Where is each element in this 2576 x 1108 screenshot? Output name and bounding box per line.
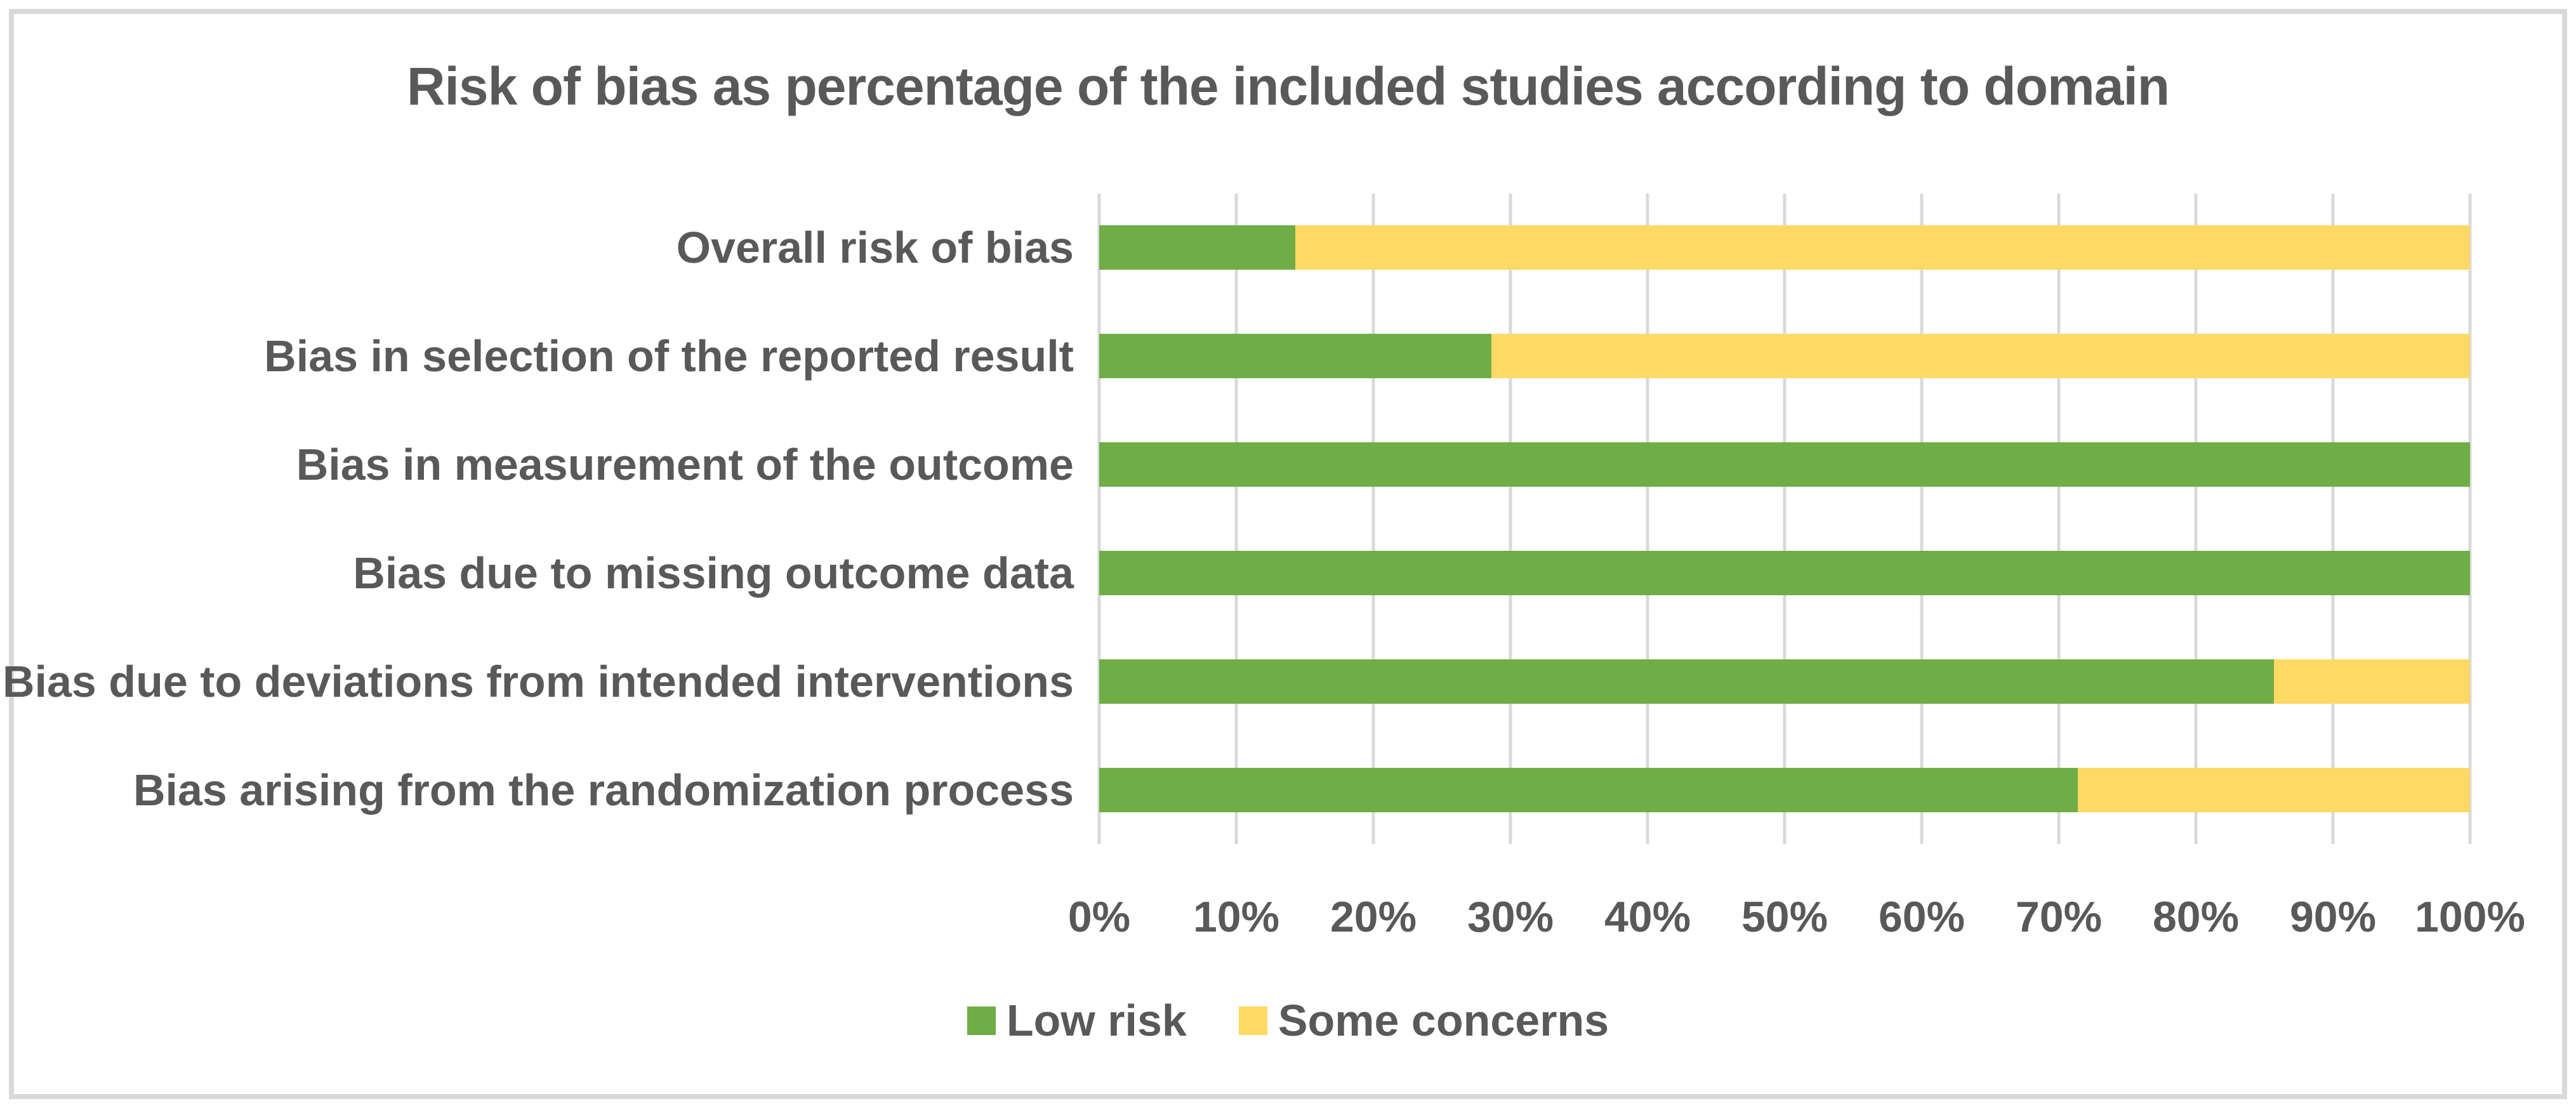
x-tick-label: 50% <box>1741 893 1828 941</box>
gridline <box>1097 194 1101 844</box>
gridline <box>1920 194 1924 844</box>
gridline <box>2468 194 2472 844</box>
bar-segment-some-concerns <box>1295 225 2470 270</box>
gridline <box>1371 194 1375 844</box>
legend-swatch-some-concerns <box>1238 1006 1267 1035</box>
bar-segment-low-risk <box>1099 550 2470 595</box>
plot-area <box>1097 194 2472 844</box>
legend-label-some-concerns: Some concerns <box>1278 996 1609 1045</box>
bar-row <box>1099 194 2470 302</box>
bar-row <box>1099 302 2470 411</box>
category-label: Overall risk of bias <box>676 223 1074 273</box>
x-tick-label: 10% <box>1192 893 1280 941</box>
bar-segment-low-risk <box>1099 767 2078 812</box>
gridline <box>1509 194 1512 844</box>
stacked-bar <box>1099 334 2470 379</box>
x-tick-label: 80% <box>2152 893 2240 941</box>
bar-segment-some-concerns <box>2274 659 2470 704</box>
bar-segment-some-concerns <box>1491 334 2470 379</box>
bar-row <box>1099 735 2470 844</box>
bar-segment-low-risk <box>1099 442 2470 487</box>
category-label: Bias in selection of the reported result <box>264 331 1074 381</box>
stacked-bar <box>1099 659 2470 704</box>
gridline <box>1783 194 1787 844</box>
category-label: Bias arising from the randomization proc… <box>133 765 1074 815</box>
legend-label-low-risk: Low risk <box>1006 996 1187 1045</box>
stacked-bar <box>1099 442 2470 487</box>
bar-segment-low-risk <box>1099 334 1491 379</box>
legend-swatch-low-risk <box>967 1006 996 1035</box>
legend: Low risk Some concerns <box>0 995 2576 1046</box>
stacked-bar <box>1099 225 2470 270</box>
gridline <box>1646 194 1649 844</box>
x-tick-label: 30% <box>1467 893 1554 941</box>
x-tick-label: 60% <box>1878 893 1965 941</box>
gridline <box>2331 194 2335 844</box>
category-label: Bias due to deviations from intended int… <box>3 656 1074 706</box>
category-label: Bias in measurement of the outcome <box>296 440 1074 490</box>
legend-item-some-concerns: Some concerns <box>1238 995 1609 1046</box>
bar-row <box>1099 627 2470 735</box>
x-tick-label: 100% <box>2415 893 2525 941</box>
x-tick-label: 20% <box>1330 893 1417 941</box>
stacked-bar <box>1099 767 2470 812</box>
bar-segment-some-concerns <box>2078 767 2470 812</box>
bar-segment-low-risk <box>1099 659 2275 704</box>
bar-row <box>1099 411 2470 519</box>
bar-row <box>1099 519 2470 628</box>
x-axis: 0% 10% 20% 30% 40% 50% 60% 70% 80% 90% 100% <box>1068 892 2525 949</box>
category-label: Bias due to missing outcome data <box>353 548 1074 598</box>
x-tick-label: 90% <box>2289 893 2377 941</box>
gridline <box>2194 194 2198 844</box>
x-tick-label: 40% <box>1604 893 1691 941</box>
gridline <box>1234 194 1238 844</box>
gridline <box>2057 194 2061 844</box>
x-tick-label: 0% <box>1067 893 1131 941</box>
legend-item-low-risk: Low risk <box>967 995 1187 1046</box>
chart-title: Risk of bias as percentage of the includ… <box>406 56 2170 116</box>
stacked-bar <box>1099 550 2470 595</box>
x-tick-label: 70% <box>2015 893 2103 941</box>
bar-segment-low-risk <box>1099 225 1295 270</box>
category-axis: Overall risk of bias Bias in selection of… <box>3 194 1074 844</box>
